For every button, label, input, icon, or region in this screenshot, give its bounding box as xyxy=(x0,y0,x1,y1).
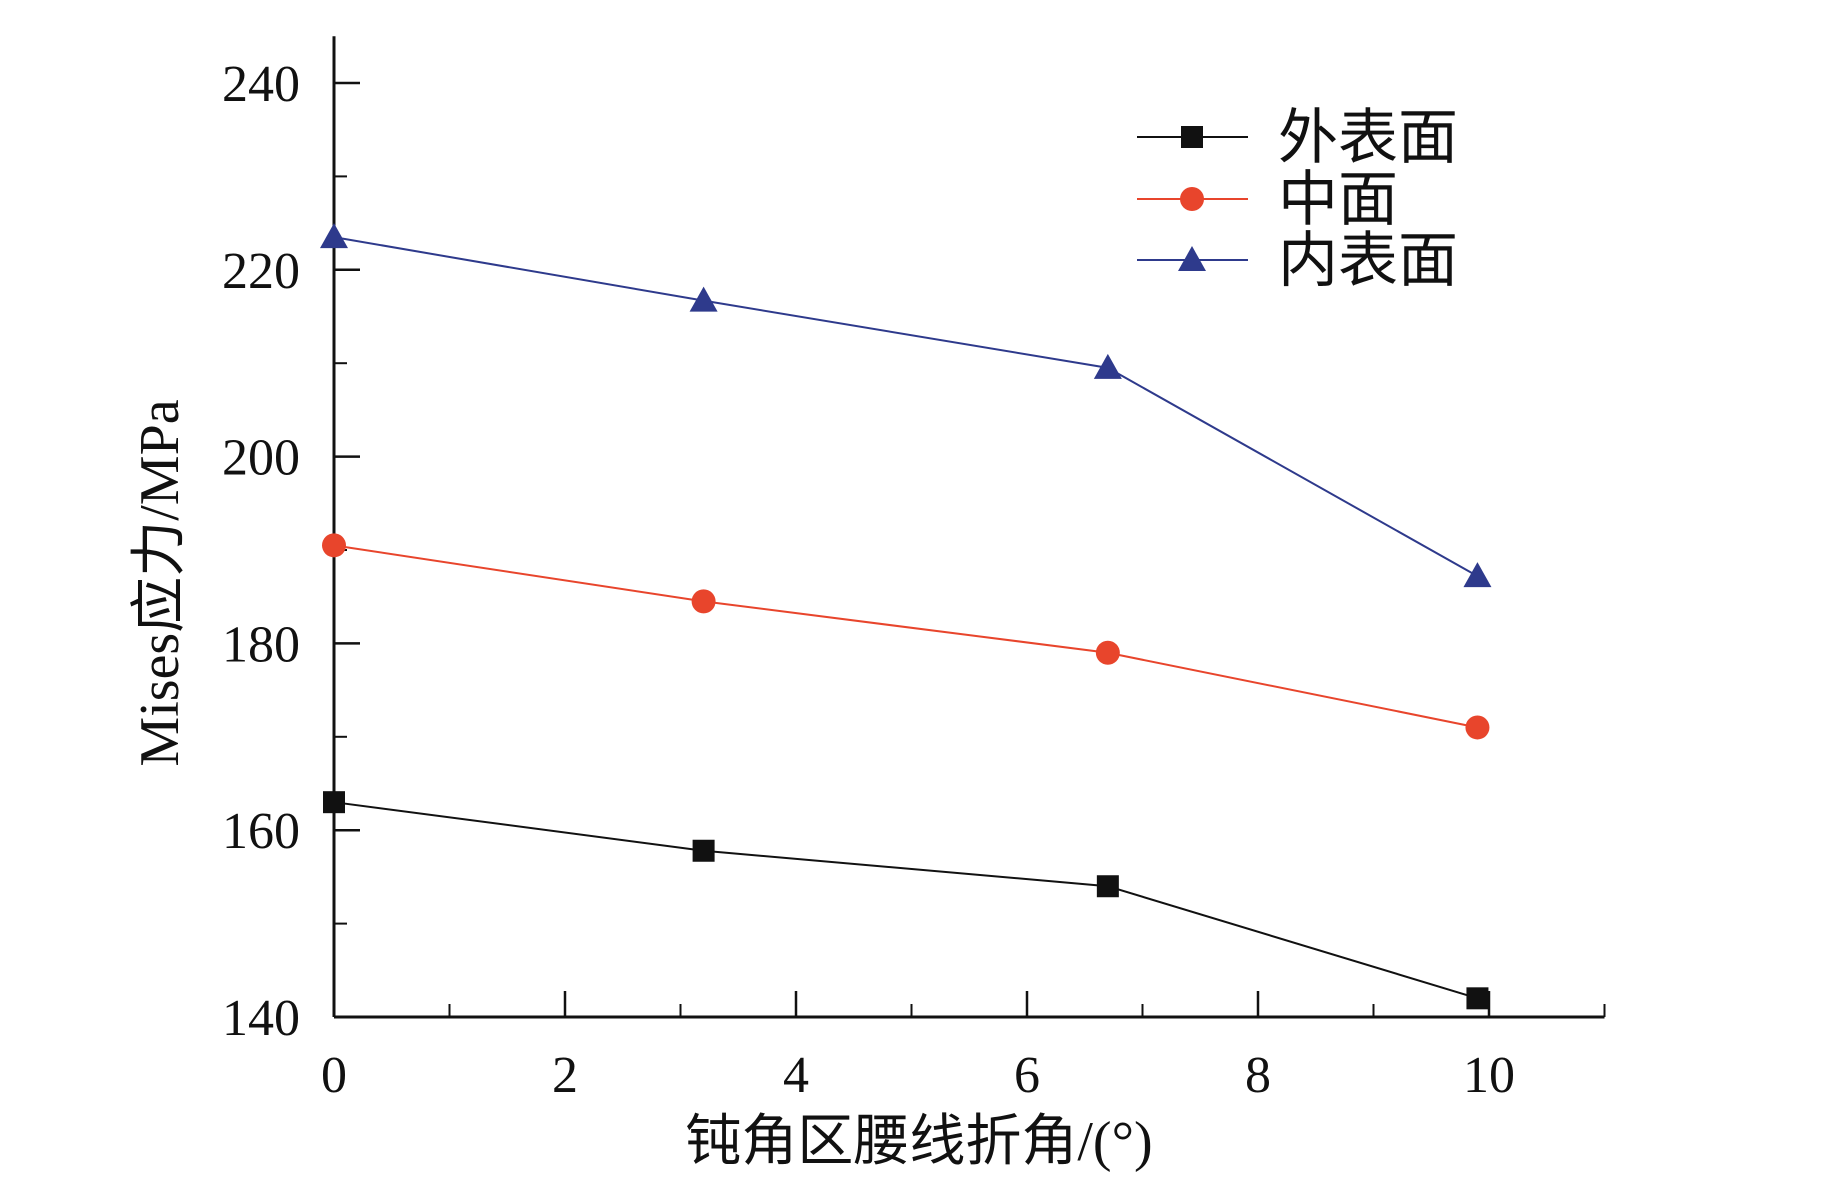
data-point xyxy=(1463,562,1492,588)
legend-label: 内表面 xyxy=(1278,228,1458,294)
y-tick-label: 200 xyxy=(222,430,300,487)
data-point xyxy=(1093,353,1122,379)
data-point xyxy=(689,286,718,312)
y-tick-label: 180 xyxy=(222,616,300,673)
y-tick-label: 220 xyxy=(222,243,300,300)
y-axis-label: Mises应力/MPa xyxy=(129,399,191,766)
series-line xyxy=(333,544,1478,729)
data-point xyxy=(320,223,348,249)
y-tick-label: 140 xyxy=(222,990,300,1047)
x-tick-label: 10 xyxy=(1463,1047,1515,1104)
y-tick-label: 240 xyxy=(222,56,300,113)
x-tick-label: 2 xyxy=(552,1047,578,1104)
data-point xyxy=(1096,875,1119,898)
legend-label: 外表面 xyxy=(1278,105,1458,171)
x-tick-label: 4 xyxy=(783,1047,809,1104)
x-tick-label: 0 xyxy=(321,1047,347,1104)
legend-marker xyxy=(1178,246,1206,271)
series-line xyxy=(333,236,1478,578)
data-point xyxy=(1465,715,1490,740)
data-point xyxy=(1095,640,1120,665)
legend-label: 中面 xyxy=(1278,167,1398,233)
axes: 0 2 4 6 8 10 140 160 180 200 220 240 xyxy=(222,36,1606,1104)
x-tick-label: 6 xyxy=(1014,1047,1040,1104)
data-point xyxy=(1466,987,1489,1010)
data-point xyxy=(322,533,346,558)
legend-marker xyxy=(1180,187,1204,211)
legend-marker xyxy=(1181,126,1203,148)
data-point xyxy=(692,839,715,862)
data-point xyxy=(691,589,716,614)
series-line xyxy=(333,801,1478,1000)
x-axis-label: 钝角区腰线折角/(°) xyxy=(685,1111,1152,1173)
y-tick-label: 160 xyxy=(222,803,300,860)
x-tick-label: 8 xyxy=(1245,1047,1271,1104)
data-point xyxy=(323,791,345,814)
plot-area xyxy=(320,223,1492,1010)
